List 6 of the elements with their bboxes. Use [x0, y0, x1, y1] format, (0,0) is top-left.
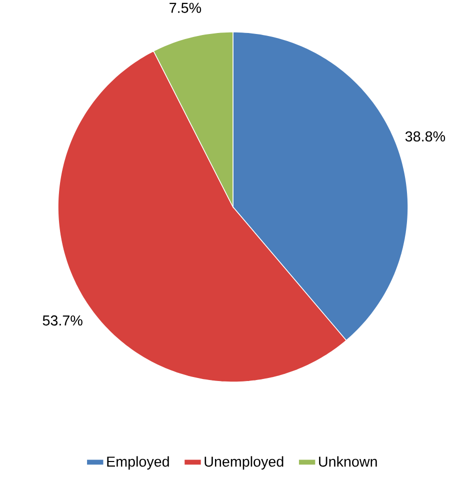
legend-label: Unemployed: [204, 456, 284, 470]
legend-label: Employed: [107, 456, 169, 470]
data-label: 7.5%: [170, 2, 202, 13]
legend-label: Unknown: [319, 456, 377, 467]
data-label: 53.7%: [42, 315, 82, 326]
data-label: 38.8%: [405, 131, 446, 142]
